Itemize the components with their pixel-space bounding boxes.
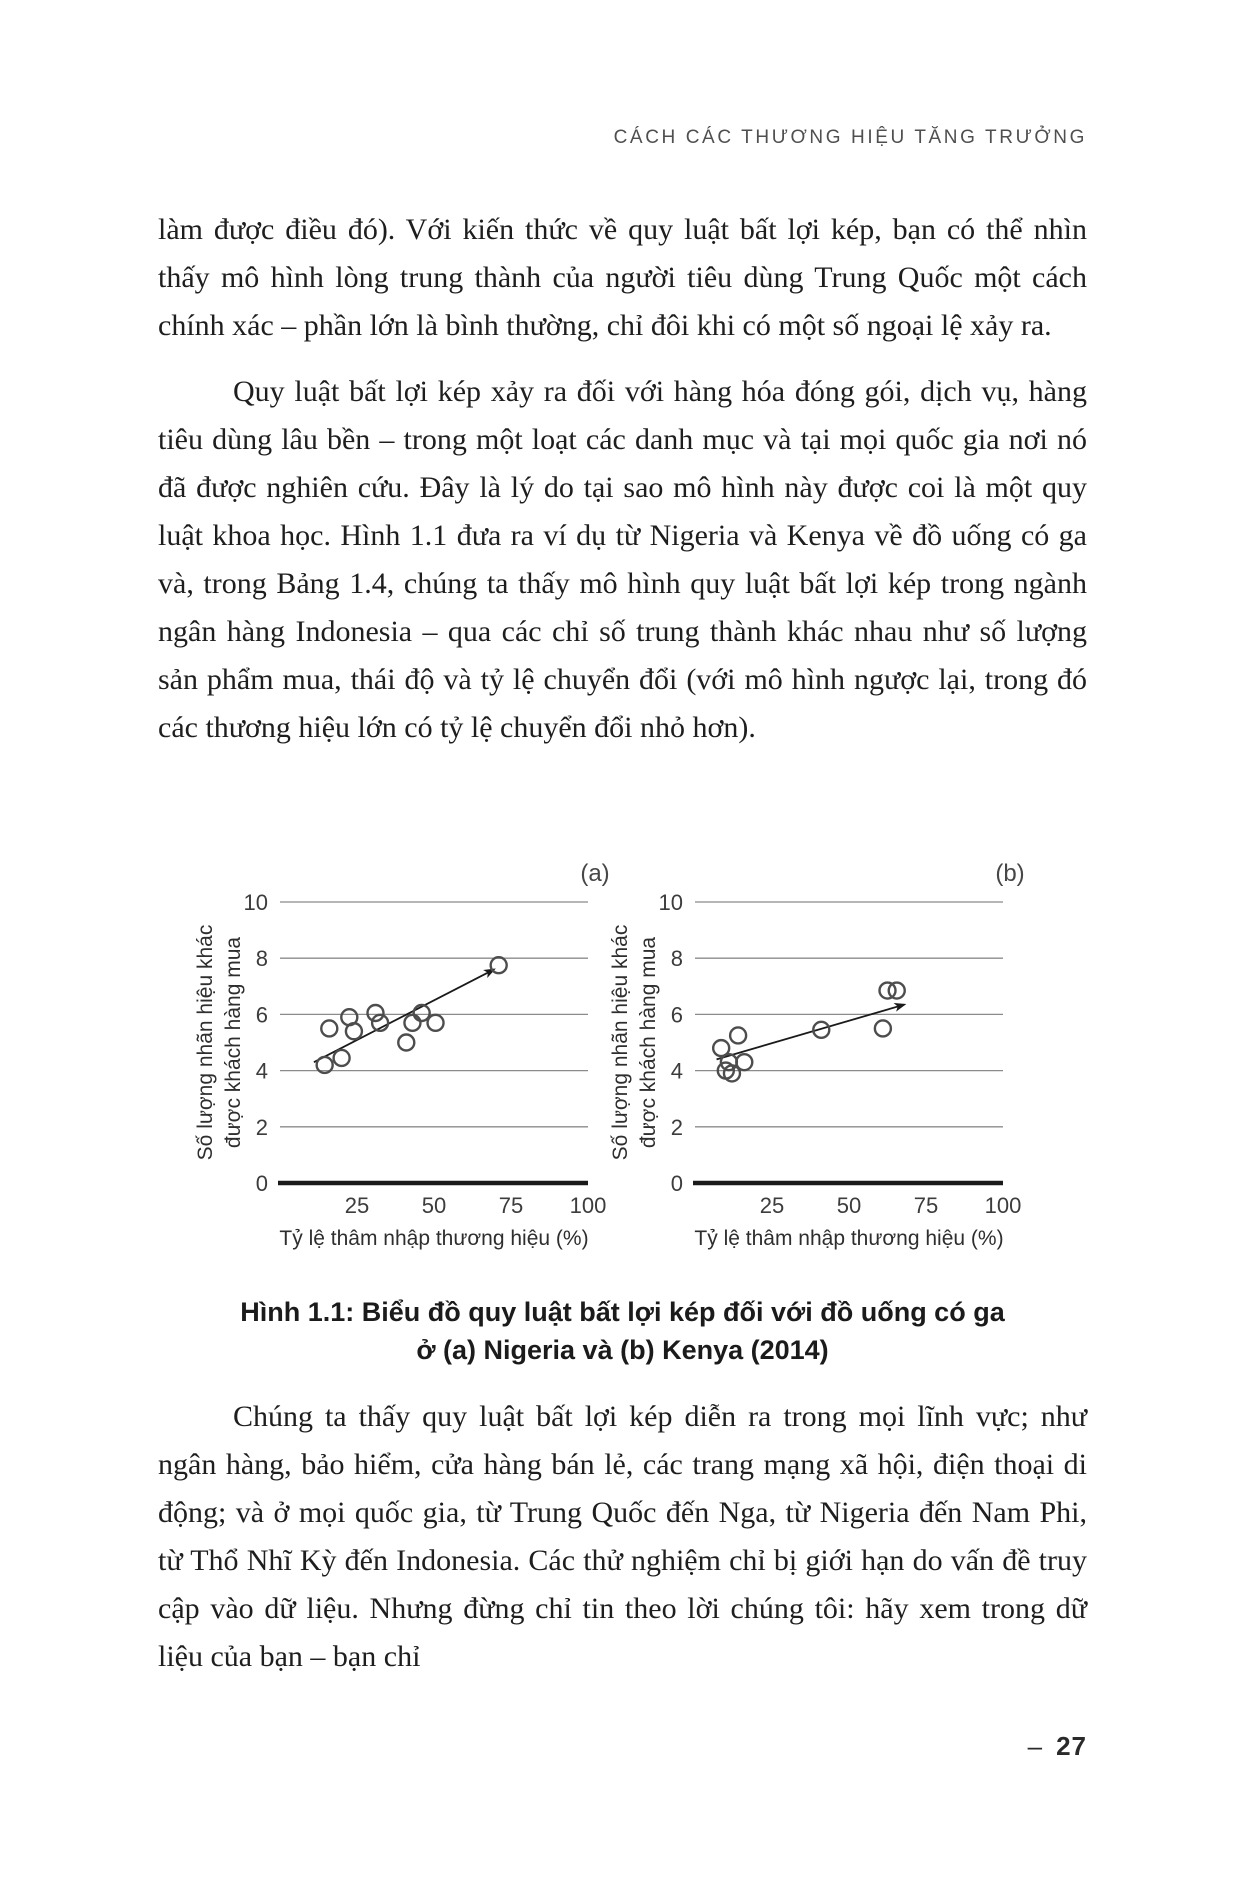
data-point bbox=[878, 981, 897, 1000]
paragraph-2: Quy luật bất lợi kép xảy ra đối với hàng… bbox=[158, 375, 1087, 744]
data-point bbox=[719, 1052, 739, 1072]
paragraph-3: Chúng ta thấy quy luật bất lợi kép diễn … bbox=[158, 1400, 1087, 1673]
svg-text:2: 2 bbox=[671, 1115, 683, 1140]
svg-text:2: 2 bbox=[256, 1115, 268, 1140]
y-axis-label-line-2: được khách hàng mua bbox=[222, 937, 245, 1148]
y-tick-labels: 0 2 4 6 8 10 bbox=[659, 890, 683, 1196]
svg-text:4: 4 bbox=[671, 1059, 683, 1084]
page-number: –27 bbox=[158, 1731, 1087, 1762]
trend-arrow bbox=[716, 1003, 907, 1061]
data-point bbox=[412, 1003, 431, 1023]
data-point bbox=[873, 1019, 893, 1038]
y-tick-labels: 0 2 4 6 8 10 bbox=[244, 890, 268, 1196]
data-point bbox=[315, 1055, 334, 1075]
x-tick-labels: 25 50 75 100 bbox=[345, 1193, 607, 1218]
running-header: CÁCH CÁC THƯƠNG HIỆU TĂNG TRƯỞNG bbox=[613, 127, 1087, 148]
data-point bbox=[722, 1064, 742, 1083]
page-number-dash: – bbox=[1027, 1731, 1043, 1761]
data-point bbox=[812, 1020, 831, 1040]
paragraph-1: làm được điều đó). Với kiến thức về quy … bbox=[158, 213, 1087, 342]
svg-text:8: 8 bbox=[256, 946, 268, 971]
body-text-block-top: làm được điều đó). Với kiến thức về quy … bbox=[158, 206, 1087, 752]
data-point bbox=[489, 956, 508, 975]
svg-text:75: 75 bbox=[499, 1193, 523, 1218]
panel-label: (b) bbox=[995, 860, 1024, 887]
svg-text:25: 25 bbox=[345, 1193, 369, 1218]
data-point bbox=[370, 1013, 390, 1033]
scatter-chart-b-kenya: 0 2 4 6 8 10 25 50 75 100 Tỷ lệ thâm nhập thương h… bbox=[609, 860, 1025, 1250]
data-point bbox=[366, 1003, 385, 1023]
x-axis-label: Tỷ lệ thâm nhập thương hiệu (%) bbox=[694, 1227, 1003, 1250]
data-points bbox=[711, 981, 906, 1083]
data-point bbox=[340, 1008, 359, 1027]
figure-caption-line-2: ở (a) Nigeria và (b) Kenya (2014) bbox=[416, 1335, 829, 1365]
svg-text:50: 50 bbox=[422, 1193, 446, 1218]
data-points bbox=[315, 956, 508, 1075]
svg-text:4: 4 bbox=[256, 1059, 268, 1084]
svg-text:0: 0 bbox=[671, 1171, 683, 1196]
svg-text:50: 50 bbox=[837, 1193, 861, 1218]
y-axis-label-line-2: được khách hàng mua bbox=[637, 937, 660, 1148]
svg-text:25: 25 bbox=[760, 1193, 784, 1218]
data-point bbox=[403, 1013, 422, 1033]
gridlines bbox=[695, 901, 1003, 1128]
data-point bbox=[332, 1048, 351, 1068]
svg-text:100: 100 bbox=[985, 1193, 1022, 1218]
data-point bbox=[887, 981, 906, 1000]
body-text-block-bottom: Chúng ta thấy quy luật bất lợi kép diễn … bbox=[158, 1393, 1087, 1681]
trend-arrow bbox=[313, 968, 496, 1063]
gridlines bbox=[280, 901, 588, 1128]
panel-label: (a) bbox=[580, 860, 609, 887]
scatter-chart-a-nigeria: 0 2 4 6 8 10 25 50 75 100 Tỷ lệ thâm nhập thương h… bbox=[194, 860, 610, 1250]
y-axis-label-line-1: Số lượng nhãn hiệu khác bbox=[194, 925, 217, 1161]
svg-text:6: 6 bbox=[256, 1002, 268, 1027]
svg-text:6: 6 bbox=[671, 1002, 683, 1027]
data-point bbox=[344, 1022, 364, 1041]
svg-text:10: 10 bbox=[244, 890, 268, 915]
page-number-value: 27 bbox=[1056, 1731, 1087, 1761]
data-point bbox=[320, 1019, 339, 1038]
data-point bbox=[728, 1026, 748, 1045]
svg-text:75: 75 bbox=[914, 1193, 938, 1218]
svg-text:8: 8 bbox=[671, 946, 683, 971]
data-point bbox=[716, 1061, 736, 1080]
x-axis-label: Tỷ lệ thâm nhập thương hiệu (%) bbox=[279, 1227, 588, 1250]
data-point bbox=[711, 1038, 731, 1058]
y-axis-label-line-1: Số lượng nhãn hiệu khác bbox=[609, 925, 632, 1161]
svg-text:10: 10 bbox=[659, 890, 683, 915]
x-tick-labels: 25 50 75 100 bbox=[760, 1193, 1022, 1218]
data-point bbox=[397, 1033, 416, 1052]
svg-text:0: 0 bbox=[256, 1171, 268, 1196]
data-point bbox=[426, 1013, 445, 1033]
data-point bbox=[735, 1052, 754, 1072]
figure-caption: Hình 1.1: Biểu đồ quy luật bất lợi kép đ… bbox=[158, 1293, 1087, 1369]
figure-caption-line-1: Hình 1.1: Biểu đồ quy luật bất lợi kép đ… bbox=[240, 1297, 1005, 1327]
svg-text:100: 100 bbox=[570, 1193, 607, 1218]
